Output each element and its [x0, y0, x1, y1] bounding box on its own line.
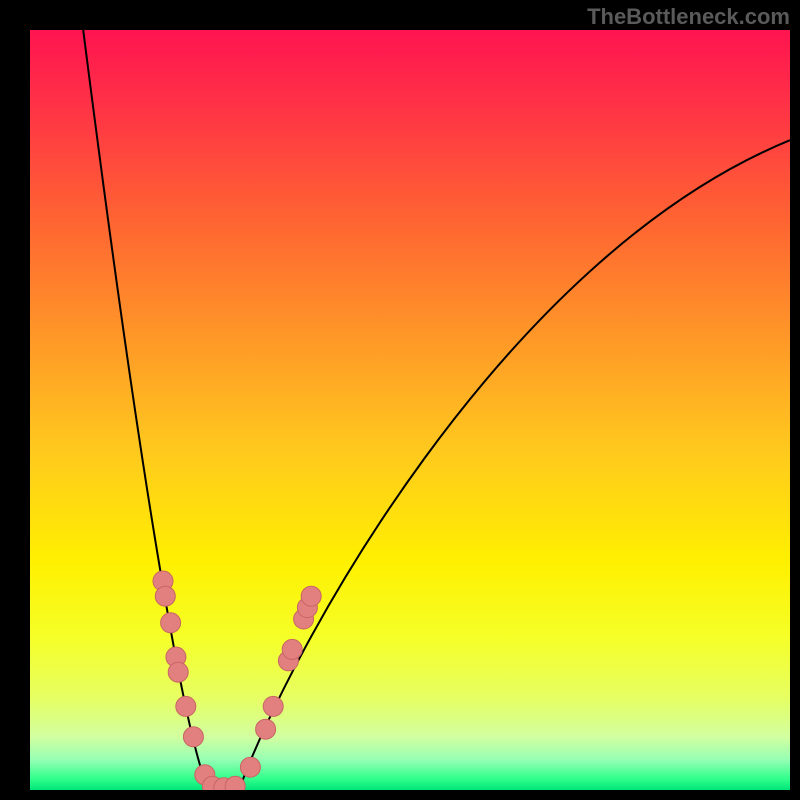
data-marker — [176, 696, 196, 716]
watermark-text: TheBottleneck.com — [587, 4, 790, 30]
data-marker — [168, 662, 188, 682]
chart-background — [30, 30, 790, 790]
data-marker — [301, 586, 321, 606]
data-marker — [161, 613, 181, 633]
data-marker — [282, 639, 302, 659]
data-marker — [183, 727, 203, 747]
data-marker — [240, 757, 260, 777]
data-marker — [256, 719, 276, 739]
data-marker — [263, 696, 283, 716]
plot-area — [30, 30, 790, 790]
data-marker — [155, 586, 175, 606]
chart-svg — [30, 30, 790, 790]
